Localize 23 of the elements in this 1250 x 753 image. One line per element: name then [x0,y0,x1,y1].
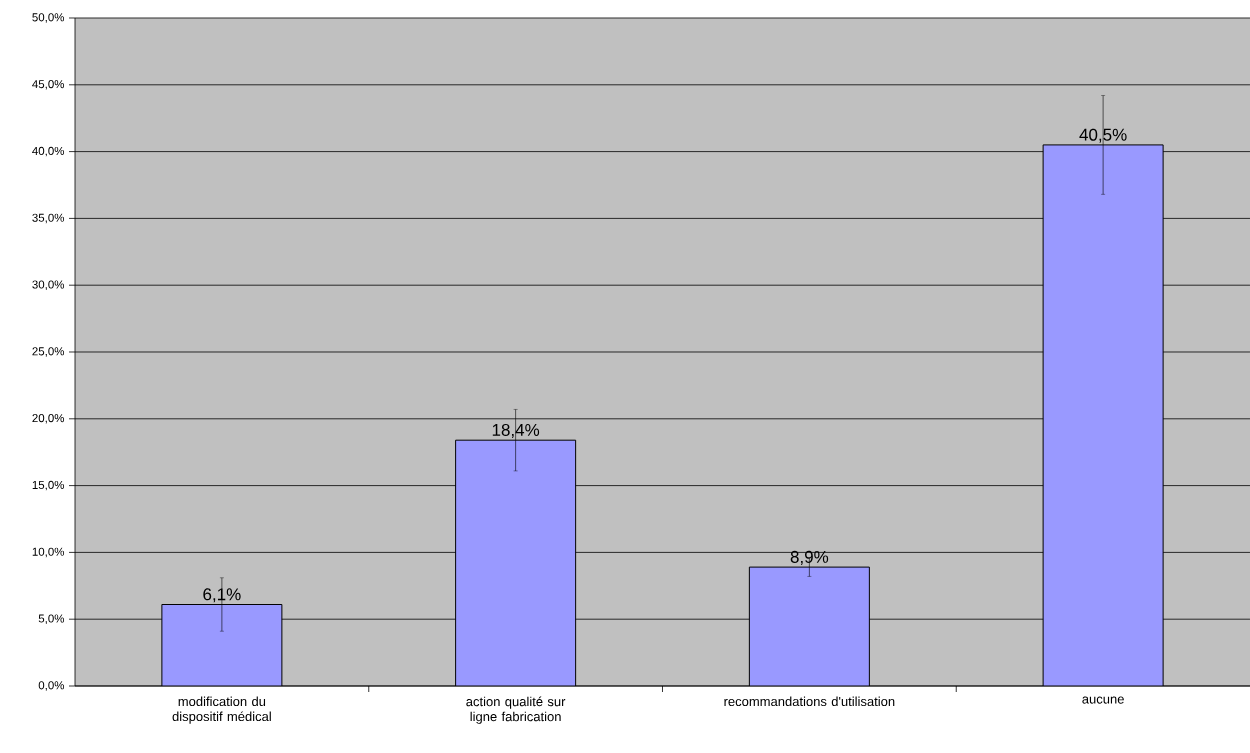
data-label: 40,5% [1079,128,1127,143]
x-tick-label: modification du dispositif médical [172,696,271,724]
y-tick-label: 50,0% [32,13,65,23]
bar [1042,144,1164,686]
bar [748,566,870,686]
y-tick-label: 25,0% [32,347,65,357]
x-tick-label: action qualité sur ligne fabrication [466,696,566,724]
bar [161,604,283,686]
y-tick-label: 40,0% [32,146,65,157]
y-tick-label: 15,0% [32,480,65,491]
x-tick-label: aucune [1082,696,1124,704]
bar [455,439,577,686]
y-tick-label: 0,0% [38,681,65,691]
y-tick-label: 35,0% [32,213,65,224]
x-tick-label: recommandations d'utilisation [724,696,895,707]
y-tick-label: 20,0% [32,414,65,424]
y-tick-label: 5,0% [38,614,65,624]
data-label: 18,4% [492,423,540,438]
y-tick-label: 30,0% [32,280,65,290]
y-tick-label: 45,0% [32,80,65,90]
data-label: 6,1% [203,588,241,603]
data-label: 8,9% [790,550,829,565]
y-tick-label: 10,0% [32,547,65,558]
